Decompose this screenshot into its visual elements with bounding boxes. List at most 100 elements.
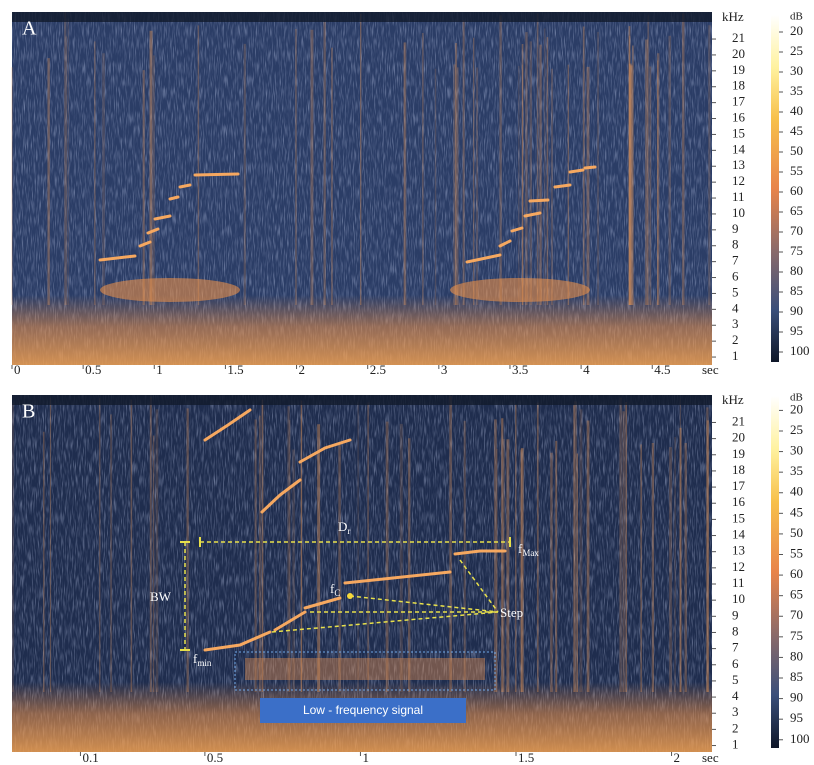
y-tick-label: 10 <box>732 591 745 606</box>
low-band <box>12 295 712 365</box>
colorbar-tick-label: 100 <box>790 731 810 746</box>
duration-label-sub: r <box>347 526 350 536</box>
y-tick-label: 16 <box>732 110 746 125</box>
colorbar-tick-label: 40 <box>790 103 803 118</box>
colorbar-tick-label: 70 <box>790 607 803 622</box>
y-tick-label: 17 <box>732 94 746 109</box>
x-tick-label: 0.1 <box>82 750 98 765</box>
x-axis-label: sec <box>702 362 719 377</box>
colorbar <box>771 15 779 362</box>
y-tick-label: 14 <box>732 141 746 156</box>
colorbar-tick-label: 80 <box>790 648 803 663</box>
duration-label-base: D <box>338 519 347 534</box>
x-tick-label: 4 <box>583 362 590 377</box>
y-tick-label: 4 <box>732 300 739 315</box>
y-tick-label: 5 <box>732 284 739 299</box>
colorbar-tick-label: 80 <box>790 263 803 278</box>
x-tick-label: 1 <box>362 750 369 765</box>
top-band <box>12 395 712 405</box>
y-tick-label: 3 <box>732 316 739 331</box>
y-tick-label: 11 <box>732 575 745 590</box>
step-label: Step <box>500 605 523 620</box>
x-tick-label: 2 <box>674 750 681 765</box>
colorbar-tick-label: 30 <box>790 63 803 78</box>
colorbar-tick-label: 20 <box>790 401 803 416</box>
low-frequency-blob <box>100 278 240 302</box>
colorbar-tick-label: 35 <box>790 463 803 478</box>
x-tick-label: 2 <box>299 362 306 377</box>
colorbar-tick-label: 55 <box>790 163 803 178</box>
colorbar-tick-label: 65 <box>790 203 803 218</box>
x-tick-label: 1.5 <box>518 750 534 765</box>
y-tick-label: 11 <box>732 189 745 204</box>
y-tick-label: 9 <box>732 221 739 236</box>
y-tick-label: 9 <box>732 607 739 622</box>
colorbar-tick-label: 50 <box>790 525 803 540</box>
x-tick-label: 3 <box>441 362 448 377</box>
colorbar-tick-label: 70 <box>790 223 803 238</box>
colorbar-label: dB <box>790 11 803 23</box>
y-tick-label: 8 <box>732 237 739 252</box>
f-min-label-sub: min <box>197 658 212 668</box>
colorbar-tick-label: 40 <box>790 484 803 499</box>
colorbar-tick-label: 100 <box>790 343 810 358</box>
low-frequency-label: Low - frequency signal <box>303 703 423 717</box>
call-trace <box>180 185 190 187</box>
y-tick-label: 12 <box>732 173 745 188</box>
colorbar-tick-label: 75 <box>790 628 803 643</box>
bandwidth-label: BW <box>150 589 172 604</box>
y-tick-label: 21 <box>732 30 745 45</box>
low-frequency-blob <box>245 658 485 680</box>
y-tick-label: 15 <box>732 510 745 525</box>
colorbar-tick-label: 25 <box>790 43 803 58</box>
x-tick-label: 4.5 <box>654 362 670 377</box>
colorbar-tick-label: 95 <box>790 323 803 338</box>
call-trace <box>195 174 238 175</box>
y-tick-label: 3 <box>732 704 739 719</box>
y-tick-label: 12 <box>732 559 745 574</box>
call-trace <box>170 197 178 199</box>
y-tick-label: 16 <box>732 494 746 509</box>
x-tick-label: 0.5 <box>85 362 101 377</box>
call-trace <box>530 200 548 201</box>
colorbar-tick-label: 95 <box>790 710 803 725</box>
y-tick-label: 18 <box>732 462 745 477</box>
y-tick-label: 13 <box>732 157 745 172</box>
colorbar-tick-label: 65 <box>790 587 803 602</box>
x-tick-label: 2.5 <box>370 362 386 377</box>
y-tick-label: 21 <box>732 413 745 428</box>
y-tick-label: 20 <box>732 46 745 61</box>
colorbar-tick-label: 30 <box>790 443 803 458</box>
y-tick-label: 13 <box>732 543 745 558</box>
call-trace <box>585 167 595 168</box>
y-tick-label: 10 <box>732 205 745 220</box>
colorbar-tick-label: 20 <box>790 23 803 38</box>
x-tick-label: 0.5 <box>207 750 223 765</box>
y-axis-label: kHz <box>722 392 744 407</box>
colorbar-tick-label: 90 <box>790 303 803 318</box>
y-tick-label: 4 <box>732 688 739 703</box>
y-axis-label: kHz <box>722 9 744 24</box>
x-tick-label: 3.5 <box>512 362 528 377</box>
y-tick-label: 8 <box>732 623 739 638</box>
f-max-label-sub: Max <box>522 548 539 558</box>
top-band <box>12 12 712 22</box>
y-tick-label: 7 <box>732 253 739 268</box>
colorbar-tick-label: 75 <box>790 243 803 258</box>
y-tick-label: 19 <box>732 446 745 461</box>
panel-label: B <box>22 401 35 423</box>
y-tick-label: 18 <box>732 78 745 93</box>
y-tick-label: 6 <box>732 656 739 671</box>
x-tick-label: 1 <box>156 362 163 377</box>
colorbar-tick-label: 85 <box>790 669 803 684</box>
x-tick-label: 1.5 <box>227 362 243 377</box>
x-axis-label: sec <box>702 750 719 765</box>
call-trace <box>555 185 570 187</box>
colorbar-tick-label: 35 <box>790 83 803 98</box>
colorbar-tick-label: 60 <box>790 183 803 198</box>
y-tick-label: 7 <box>732 640 739 655</box>
y-tick-label: 1 <box>732 348 739 363</box>
colorbar-tick-label: 90 <box>790 690 803 705</box>
y-tick-label: 19 <box>732 62 745 77</box>
figure: AkHz12345678910111213141516171819202100.… <box>0 0 814 765</box>
